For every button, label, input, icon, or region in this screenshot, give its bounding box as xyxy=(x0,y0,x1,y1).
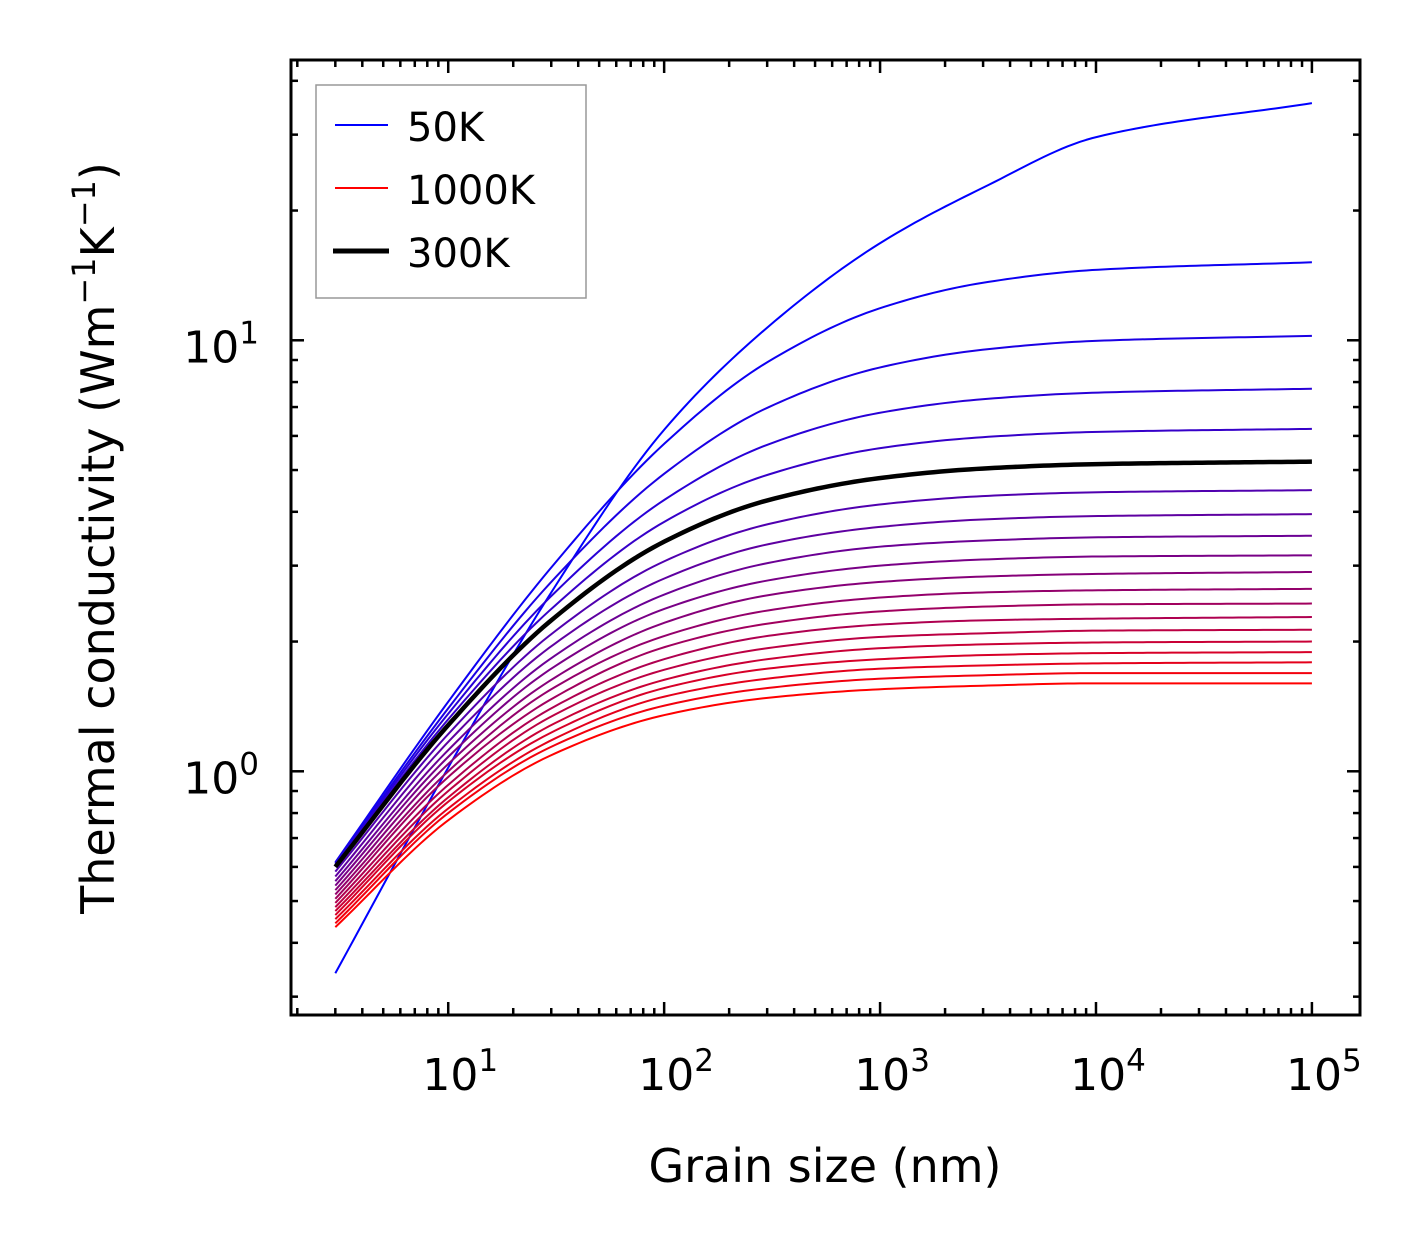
legend: 50K 1000K 300K xyxy=(315,84,587,299)
x-tick-label-1-exponent: 1 xyxy=(478,1043,498,1079)
y-axis-label-sup2: −1 xyxy=(65,180,103,227)
series-line-550k xyxy=(334,571,1312,891)
series-line-450k xyxy=(334,534,1312,882)
series-line-150k xyxy=(334,334,1312,864)
x-tick-label-4-base: 10 xyxy=(1070,1050,1126,1101)
y-tick-label-1: 101 xyxy=(183,315,259,373)
y-tick-label-1-exponent: 1 xyxy=(239,315,259,351)
y-axis-label-end: ) xyxy=(71,162,125,180)
legend-label-50k: 50K xyxy=(407,105,486,151)
legend-label-1000k: 1000K xyxy=(407,168,537,214)
series-line-1000k xyxy=(334,682,1312,928)
plot-frame xyxy=(289,58,1362,1017)
y-tick-label-0-base: 10 xyxy=(183,753,239,804)
x-tick-label-4-exponent: 4 xyxy=(1126,1043,1146,1079)
series-line-950k xyxy=(334,672,1312,924)
y-tick-label-0: 100 xyxy=(183,746,259,804)
y-tick-label-0-exponent: 0 xyxy=(239,746,259,782)
series-line-50k xyxy=(334,102,1313,974)
y-axis-label-base: Thermal conductivity (Wm xyxy=(71,305,125,915)
series-line-700k xyxy=(334,616,1312,904)
x-tick-label-2-exponent: 2 xyxy=(694,1043,714,1079)
x-tick-label-1: 101 xyxy=(422,1043,498,1101)
series-line-600k xyxy=(334,587,1312,896)
series-line-100k xyxy=(334,261,1312,863)
series-line-850k xyxy=(334,651,1312,916)
x-tick-label-3: 103 xyxy=(854,1043,930,1101)
y-axis-label: Thermal conductivity (Wm−1K−1) xyxy=(65,162,125,915)
series-line-300k xyxy=(333,459,1312,869)
series-line-750k xyxy=(334,628,1312,908)
y-axis-label-mid: K xyxy=(71,225,125,257)
series-layer xyxy=(333,102,1313,974)
series-line-350k xyxy=(334,489,1312,873)
series-line-200k xyxy=(334,387,1312,866)
x-tick-label-3-base: 10 xyxy=(854,1050,910,1101)
y-axis-label-sup1: −1 xyxy=(65,257,103,304)
x-axis-label: Grain size (nm) xyxy=(649,1139,1002,1193)
x-tick-label-1-base: 10 xyxy=(422,1050,478,1101)
x-tick-label-4: 104 xyxy=(1070,1043,1146,1101)
x-tick-label-2: 102 xyxy=(638,1043,714,1101)
x-tick-label-5: 105 xyxy=(1286,1043,1362,1101)
x-tick-label-5-base: 10 xyxy=(1286,1050,1342,1101)
x-tick-label-5-exponent: 5 xyxy=(1342,1043,1362,1079)
x-tick-label-3-exponent: 3 xyxy=(910,1043,930,1079)
y-tick-label-1-base: 10 xyxy=(183,322,239,373)
series-line-800k xyxy=(334,640,1312,912)
series-line-400k xyxy=(334,513,1312,878)
x-tick-label-2-base: 10 xyxy=(638,1050,694,1101)
series-line-500k xyxy=(334,554,1312,887)
legend-box xyxy=(315,84,587,299)
legend-label-300k: 300K xyxy=(407,231,511,277)
series-line-650k xyxy=(334,602,1312,900)
series-line-900k xyxy=(334,661,1312,920)
series-line-250k xyxy=(334,427,1312,867)
